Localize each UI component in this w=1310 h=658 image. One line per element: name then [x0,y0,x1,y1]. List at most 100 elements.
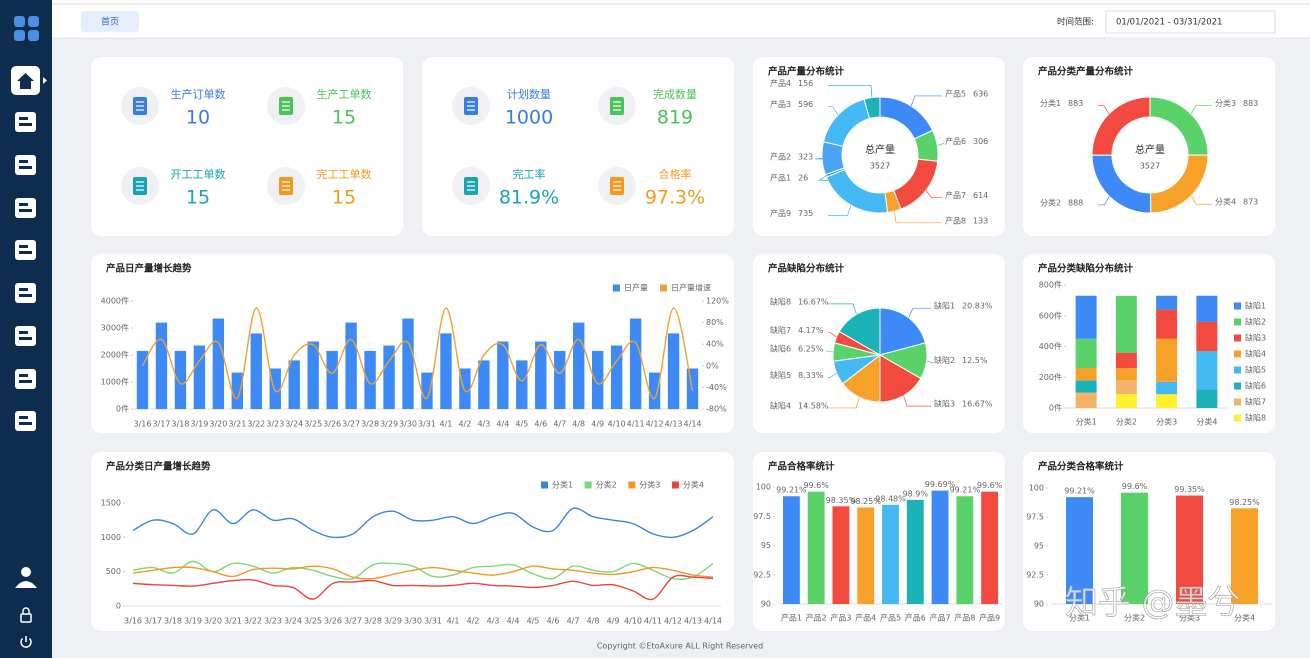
y2-tick-label: 0% [706,361,719,370]
x-tick-label: 3/22 [247,420,265,429]
slice-label: 产品9 [770,208,791,218]
leader-line [818,175,828,181]
lock-icon[interactable] [20,613,32,623]
x-tick-label: 3/21 [228,420,246,429]
x-tick-label: 产品9 [979,613,1000,623]
bar-segment [1115,368,1137,381]
y-tick-label: 1500 [101,499,121,508]
x-tick-label: 4/3 [477,420,490,429]
x-tick-label: 4/2 [458,420,471,429]
nav-item[interactable] [15,411,36,431]
slice-label: 缺陷6 [770,344,791,354]
nav-item[interactable] [15,155,36,175]
bar [956,496,974,604]
bar [440,333,452,409]
nav-item[interactable] [15,112,36,132]
slice [863,96,881,120]
nav-item[interactable] [15,326,36,346]
bar [478,360,490,409]
bar-segment [1075,380,1097,393]
bar [212,318,225,409]
x-tick-label: 4/14 [684,420,702,429]
legend-label: 缺陷5 [1245,365,1266,375]
slice-value: 888 [1068,198,1083,207]
range-label: 时间范围: [1057,17,1094,28]
nav-icons [15,112,36,431]
x-tick-label: 分类1 [1069,613,1090,623]
user-body[interactable] [15,581,37,588]
stat-label: 生产工单数 [317,87,372,101]
bar [1231,508,1258,604]
bar-segment [1115,380,1137,395]
slice-value: 20.83% [962,302,993,311]
y-tick-label: 92.5 [753,570,771,579]
x-tick-label: 3/26 [324,617,342,626]
bar [136,350,149,409]
bar-value-label: 98.48% [875,494,906,503]
leader-line [828,85,873,98]
bar-segment [1115,352,1137,369]
x-tick-label: 4/2 [467,617,480,626]
nav-item[interactable] [15,283,36,303]
home-tab-label[interactable]: 首页 [101,16,119,28]
x-tick-label: 4/8 [587,617,600,626]
y-tick-label: 0件 [1049,403,1062,413]
range-input[interactable] [1105,10,1276,34]
x-tick-label: 3/28 [364,617,382,626]
bar [648,372,661,409]
bar [402,318,414,409]
bar [383,345,395,409]
legend-label: 缺陷8 [1245,413,1266,423]
nav-item[interactable] [15,369,36,389]
y2-tick-label: 40% [706,340,724,349]
legend-swatch [671,481,679,489]
y-tick-label: 1000 [101,533,121,542]
x-tick-label: 4/11 [644,617,662,626]
home-tab[interactable] [81,11,139,32]
nav-item[interactable] [15,240,36,260]
slice-label: 产品7 [945,190,966,200]
leader-line [815,157,828,160]
stat-label: 开工工单数 [171,168,226,181]
nav-item[interactable] [15,198,36,218]
top-bar [52,0,1310,38]
slice-value: 8.33% [798,371,824,380]
leader-line [937,143,945,146]
x-tick-label: 4/9 [607,617,620,626]
legend-label: 分类2 [596,480,617,490]
x-tick-label: 4/6 [547,617,560,626]
x-tick-label: 4/10 [608,420,626,429]
y-tick-label: 500 [106,567,121,576]
bar [981,491,999,604]
slice-value: 16.67% [798,297,829,306]
x-tick-label: 产品5 [880,613,901,623]
x-tick-label: 3/24 [284,617,302,626]
x-tick-label: 3/17 [152,420,170,429]
leader-line [828,332,837,338]
y-tick-label: 95 [761,541,771,550]
bar-segment [1075,368,1097,381]
leader-line [828,372,837,378]
nav-item-detail [19,331,28,334]
y-tick-label: 97.5 [753,512,771,521]
slice-label: 产品5 [945,88,966,98]
y-tick-label: 90 [761,600,771,609]
chart-title: 产品日产量增长趋势 [106,263,192,275]
x-tick-label: 4/5 [515,420,528,429]
x-tick-label: 3/30 [404,617,422,626]
x-tick-label: 3/19 [190,420,208,429]
bar [250,333,262,409]
y-tick-label: 3000件 [101,323,129,333]
y-tick-label: 0件 [116,404,129,414]
power-icon[interactable] [20,637,32,648]
nav-item-detail [19,337,32,340]
bar [459,368,471,409]
stat-value: 15 [332,187,356,209]
bar [345,322,357,409]
bar [667,333,680,409]
footer: Copyright ©EtoAxure ALL Right Reserved [597,642,763,651]
y-tick-label: 600件 [1039,310,1062,320]
range-value[interactable]: 01/01/2021 - 03/31/2021 [1116,18,1222,28]
bar-segment [1156,295,1178,310]
line [132,565,714,580]
